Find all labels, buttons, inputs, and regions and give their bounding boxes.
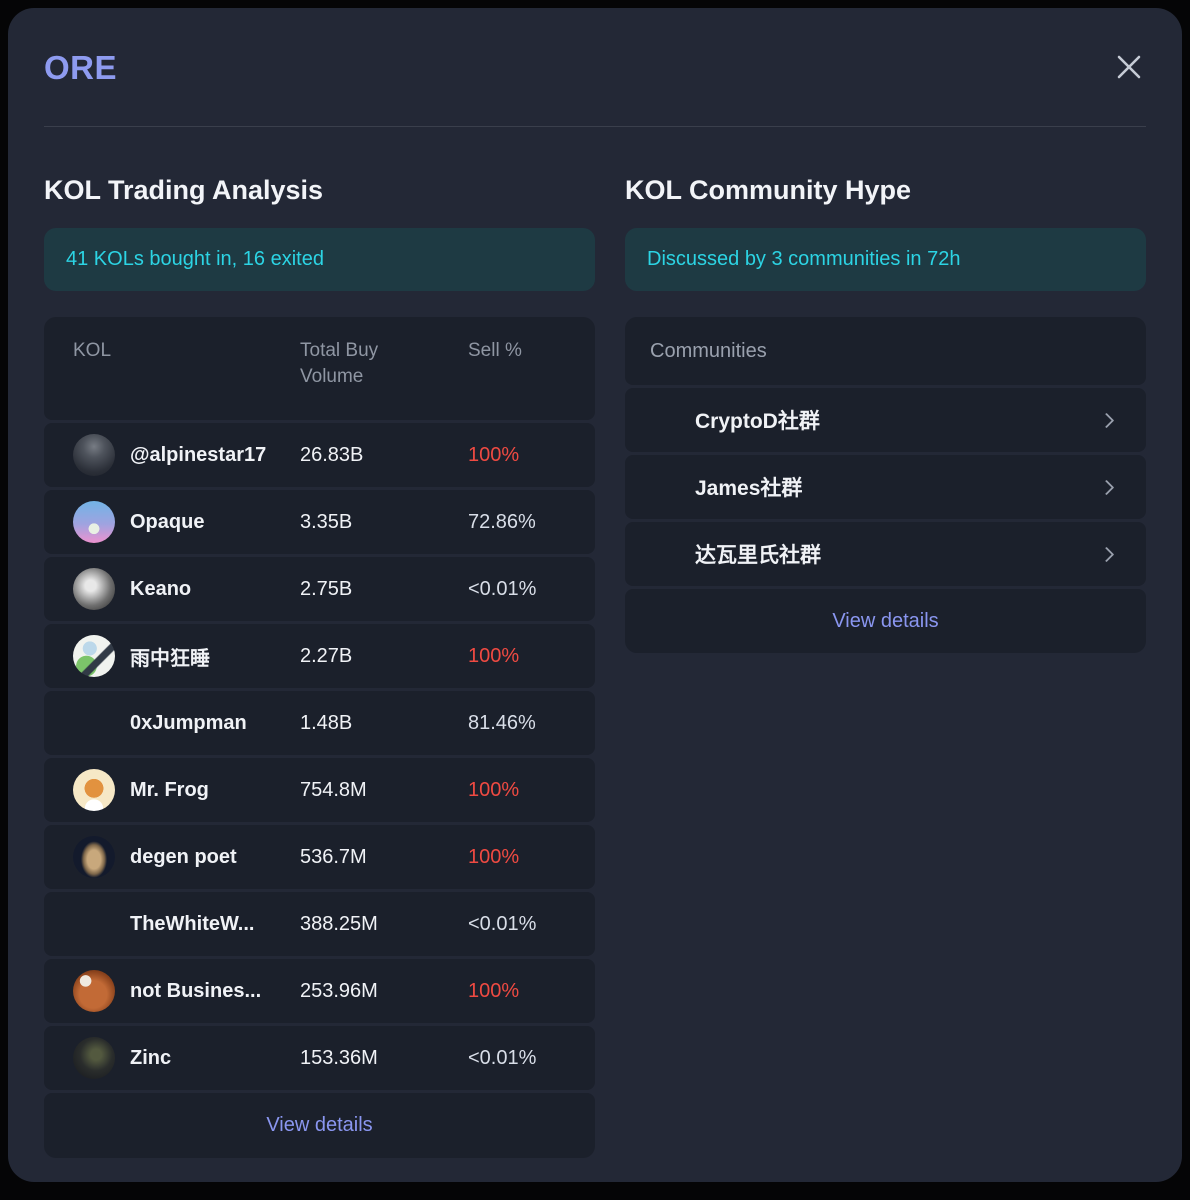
col-header-sell: Sell % [468, 340, 522, 361]
token-title: ORE [44, 49, 118, 86]
avatar [73, 501, 115, 543]
communities-list: Communities CryptoD社群 James社群 达瓦里氏社群 Vie… [625, 317, 1146, 653]
trading-summary-banner: 41 KOLs bought in, 16 exited [44, 228, 595, 291]
total-buy-volume: 3.35B [300, 510, 353, 533]
community-name: James社群 [695, 477, 803, 500]
total-buy-volume: 1.48B [300, 711, 353, 734]
kol-name: 雨中狂睡 [130, 647, 210, 670]
sell-percent: <0.01% [468, 577, 537, 600]
kol-name: TheWhiteW... [130, 912, 255, 935]
kol-name: not Busines... [130, 979, 262, 1002]
sell-percent: 72.86% [468, 510, 536, 533]
trading-summary-text: 41 KOLs bought in, 16 exited [66, 248, 324, 270]
table-row: 雨中狂睡 2.27B 100% [44, 624, 595, 688]
view-details-label: View details [266, 1114, 373, 1136]
sell-percent: 81.46% [468, 711, 536, 734]
avatar [73, 568, 115, 610]
header-divider [44, 126, 1146, 127]
table-row: Keano 2.75B <0.01% [44, 557, 595, 621]
chevron-right-icon [1098, 546, 1115, 562]
col-header-volume: Total Buy Volume [300, 340, 379, 387]
community-summary-banner: Discussed by 3 communities in 72h [625, 228, 1146, 291]
total-buy-volume: 253.96M [300, 979, 378, 1002]
avatar [73, 970, 115, 1012]
sell-percent: 100% [468, 979, 520, 1002]
avatar [73, 836, 115, 878]
community-heading: KOL Community Hype [625, 175, 912, 205]
avatar-placeholder [73, 702, 115, 744]
community-item[interactable]: 达瓦里氏社群 [625, 522, 1146, 586]
kol-name: @alpinestar17 [130, 443, 267, 466]
table-row: not Busines... 253.96M 100% [44, 959, 595, 1023]
close-icon [1114, 52, 1144, 85]
community-view-details-button[interactable]: View details [625, 589, 1146, 653]
kol-name: 0xJumpman [130, 711, 247, 734]
table-row: Mr. Frog 754.8M 100% [44, 758, 595, 822]
sell-percent: 100% [468, 845, 520, 868]
community-item[interactable]: James社群 [625, 455, 1146, 519]
trading-heading: KOL Trading Analysis [44, 175, 324, 205]
sell-percent: <0.01% [468, 912, 537, 935]
total-buy-volume: 536.7M [300, 845, 367, 868]
total-buy-volume: 388.25M [300, 912, 378, 935]
kol-table: KOL Total Buy Volume Sell % @alpinestar1… [44, 317, 595, 1158]
communities-list-header: Communities [625, 317, 1146, 385]
table-row: Zinc 153.36M <0.01% [44, 1026, 595, 1090]
trading-view-details-button[interactable]: View details [44, 1093, 595, 1158]
kol-name: degen poet [130, 845, 237, 868]
close-button[interactable] [1112, 51, 1146, 85]
sell-percent: <0.01% [468, 1046, 537, 1069]
total-buy-volume: 26.83B [300, 443, 364, 466]
kol-name: Mr. Frog [130, 778, 209, 801]
avatar [73, 635, 115, 677]
chevron-right-icon [1098, 479, 1115, 495]
sell-percent: 100% [468, 644, 520, 667]
sell-percent: 100% [468, 778, 520, 801]
community-item[interactable]: CryptoD社群 [625, 388, 1146, 452]
table-row: TheWhiteW... 388.25M <0.01% [44, 892, 595, 956]
avatar [73, 434, 115, 476]
kol-name: Keano [130, 577, 192, 600]
avatar [73, 769, 115, 811]
table-row: Opaque 3.35B 72.86% [44, 490, 595, 554]
total-buy-volume: 754.8M [300, 778, 367, 801]
table-row: @alpinestar17 26.83B 100% [44, 423, 595, 487]
community-name: CryptoD社群 [695, 410, 820, 433]
table-header-row: KOL Total Buy Volume Sell % [44, 317, 595, 420]
community-summary-text: Discussed by 3 communities in 72h [647, 248, 961, 270]
total-buy-volume: 2.27B [300, 644, 353, 667]
view-details-label: View details [832, 609, 939, 632]
token-modal: ORE KOL Trading Analysis 41 KOLs bought … [8, 8, 1182, 1182]
col-header-kol: KOL [73, 340, 112, 361]
community-name: 达瓦里氏社群 [695, 544, 821, 567]
total-buy-volume: 2.75B [300, 577, 353, 600]
chevron-right-icon [1098, 412, 1115, 428]
kol-name: Opaque [130, 510, 205, 533]
community-hype-section: KOL Community Hype Discussed by 3 commun… [625, 173, 1146, 1158]
kol-trading-section: KOL Trading Analysis 41 KOLs bought in, … [44, 173, 595, 1158]
modal-header: ORE [44, 8, 1146, 88]
total-buy-volume: 153.36M [300, 1046, 378, 1069]
sell-percent: 100% [468, 443, 520, 466]
kol-name: Zinc [130, 1046, 172, 1069]
table-row: 0xJumpman 1.48B 81.46% [44, 691, 595, 755]
table-row: degen poet 536.7M 100% [44, 825, 595, 889]
avatar-placeholder [73, 903, 115, 945]
avatar [73, 1037, 115, 1079]
